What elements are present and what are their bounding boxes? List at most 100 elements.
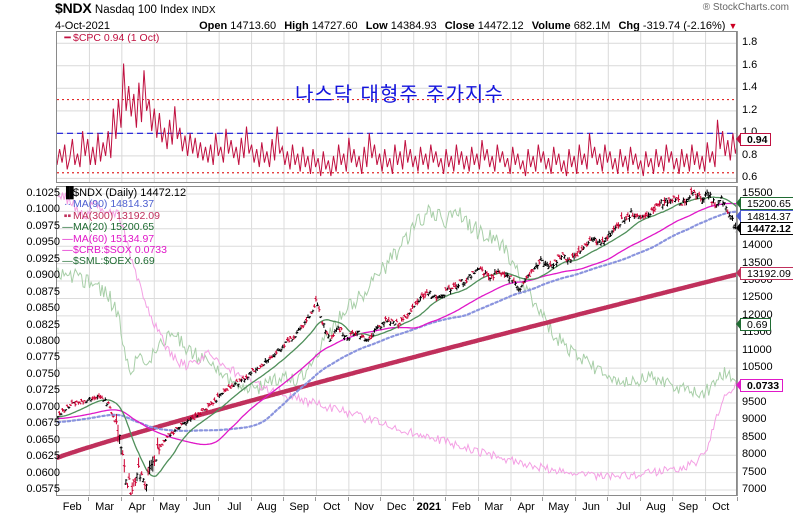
ndx-y-left-tick: 0.0900	[26, 269, 60, 282]
x-axis-label: Aug	[256, 501, 277, 513]
x-axis-label: Oct	[712, 501, 730, 513]
x-axis-tick	[218, 497, 220, 501]
ndx-y-right-tick: 11000	[742, 343, 772, 356]
x-axis-tick	[185, 497, 187, 501]
ndx-y-right-tick: 15500	[742, 186, 773, 199]
x-axis-label: Jun	[582, 501, 600, 513]
legend-ndx: ▐▌$NDX (Daily) 14472.12	[62, 187, 187, 199]
ndx-y-left-tick: 0.0625	[26, 450, 60, 463]
legend-crb-sox-label: $CRB:$SOX 0.0733	[73, 243, 167, 256]
x-axis-label: Sep	[289, 501, 309, 513]
high-value: 14727.60	[311, 20, 358, 32]
ndx-plot-area	[57, 187, 736, 495]
x-axis-label: Mar	[95, 501, 115, 513]
quote-date: 4-Oct-2021	[55, 20, 111, 32]
open-label: Open	[199, 20, 228, 32]
tag-cpc-value: 0.94	[747, 133, 768, 146]
cpc-legend-swatch: ━	[64, 32, 71, 44]
volume-value: 682.1M	[573, 20, 611, 32]
x-axis-label: 2021	[416, 501, 442, 513]
x-axis-tick	[477, 497, 479, 501]
ndx-y-left-tick: 0.0825	[26, 318, 60, 331]
ndx-y-left-tick: 0.1025	[26, 186, 60, 199]
x-axis-tick	[315, 497, 317, 501]
x-axis-label: Feb	[62, 501, 82, 513]
legend-ma90: ·· MA(90) 14814.37	[62, 198, 186, 211]
ndx-y-left-tick: 0.0925	[26, 252, 60, 265]
chg-value: -319.74 (-2.16%)	[642, 20, 726, 32]
cpc-y-tick: 1.0	[742, 127, 757, 138]
stockcharts-watermark: ® StockCharts.com	[702, 2, 789, 13]
x-axis-tick	[380, 497, 382, 501]
legend-ma300-swatch: ▪▪	[63, 209, 72, 222]
ndx-y-left-tick: 0.0600	[26, 466, 60, 479]
x-axis-tick	[737, 497, 738, 501]
ndx-y-right-tick: 13000	[742, 274, 773, 287]
cpc-y-tick: 1.8	[742, 36, 758, 49]
tag-sml-oex: 0.69	[735, 318, 772, 332]
korean-annotation: 나스닥 대형주 주가지수	[295, 82, 504, 106]
open-value: 14713.60	[230, 20, 277, 32]
legend-ma90-label: MA(90) 14814.37	[73, 198, 155, 211]
ndx-y-right-tick: 7500	[742, 465, 767, 478]
ndx-y-left-tick: 0.0875	[26, 285, 60, 298]
ndx-y-left-tick: 0.0725	[26, 384, 60, 397]
chg-down-arrow-icon: ▼	[728, 21, 738, 31]
chg-label: Chg	[618, 20, 640, 32]
ndx-y-left-tick: 0.0975	[26, 219, 60, 232]
x-axis-tick	[347, 497, 349, 501]
tag-crb-sox-value: 0.0733	[747, 379, 780, 392]
ndx-y-left-tick: 0.0850	[26, 302, 60, 315]
ndx-y-left-tick: 0.0700	[26, 400, 60, 413]
ndx-y-right-tick: 8000	[742, 448, 767, 461]
x-axis-label: Jun	[193, 501, 211, 513]
tag-ma300-value: 13192.09	[747, 267, 791, 280]
symbol-name: Nasdaq 100 Index	[94, 4, 189, 16]
x-axis-tick	[607, 497, 609, 501]
x-axis-tick	[283, 497, 284, 501]
tag-sml-oex-value: 0.69	[747, 319, 768, 332]
ndx-y-left-tick: 0.0800	[26, 335, 60, 347]
x-axis-label: Apr	[128, 501, 146, 513]
ndx-y-right-tick: 11500	[742, 326, 772, 339]
x-axis-tick	[639, 497, 641, 501]
x-axis-label: Sep	[678, 501, 699, 513]
cpc-legend-label: $CPC 0.94 (1 Oct)	[73, 32, 160, 44]
x-axis-tick	[445, 497, 447, 501]
symbol-ticker: $NDX	[55, 0, 92, 16]
legend-ndx-label: $NDX (Daily) 14472.12	[73, 187, 187, 199]
x-axis-label: May	[548, 501, 570, 513]
x-axis-label: Aug	[646, 501, 666, 513]
x-axis-label: Feb	[451, 501, 471, 513]
tag-close-value: 14472.12	[747, 223, 791, 236]
legend-ma20-label: MA(20) 15200.65	[73, 221, 155, 234]
x-axis-label: Dec	[386, 501, 407, 513]
ndx-y-right-tick: 9500	[742, 395, 767, 408]
legend-ma20: —MA(20) 15200.65	[62, 221, 186, 234]
tag-close: 14472.12	[736, 222, 793, 236]
ndx-y-right-tick: 8500	[742, 430, 767, 443]
x-axis-label: May	[159, 501, 180, 513]
chart-header: $NDX Nasdaq 100 Index INDX 4-Oct-2021 Op…	[55, 0, 738, 33]
close-value: 14472.12	[477, 20, 524, 32]
ndx-y-left-tick: 0.0575	[26, 483, 60, 496]
x-axis-label: Jul	[616, 501, 631, 513]
legend-ma20-swatch: —	[62, 221, 73, 234]
tag-ma300: 13192.09	[736, 266, 793, 280]
x-axis-tick	[120, 497, 122, 501]
ndx-y-right-tick: 14000	[742, 239, 773, 252]
ndx-y-left-tick: 0.0650	[26, 433, 60, 446]
cpc-y-tick: 0.8	[742, 148, 758, 161]
cpc-indicator-panel	[56, 31, 737, 183]
x-axis-tick	[704, 497, 706, 501]
x-axis-label: Mar	[484, 501, 504, 513]
cpc-y-tick: 1.4	[742, 81, 758, 94]
low-label: Low	[365, 20, 388, 32]
x-axis-label: Jul	[227, 501, 242, 513]
cpc-legend: ━ $CPC 0.94 (1 Oct)	[62, 32, 160, 44]
ndx-y-right-tick: 12000	[742, 308, 773, 321]
ndx-legend: ▐▌$NDX (Daily) 14472.12 ·· MA(90) 14814.37…	[62, 187, 187, 268]
x-axis-tick	[412, 497, 414, 501]
close-label: Close	[444, 20, 475, 32]
cpc-plot-area	[57, 32, 736, 182]
